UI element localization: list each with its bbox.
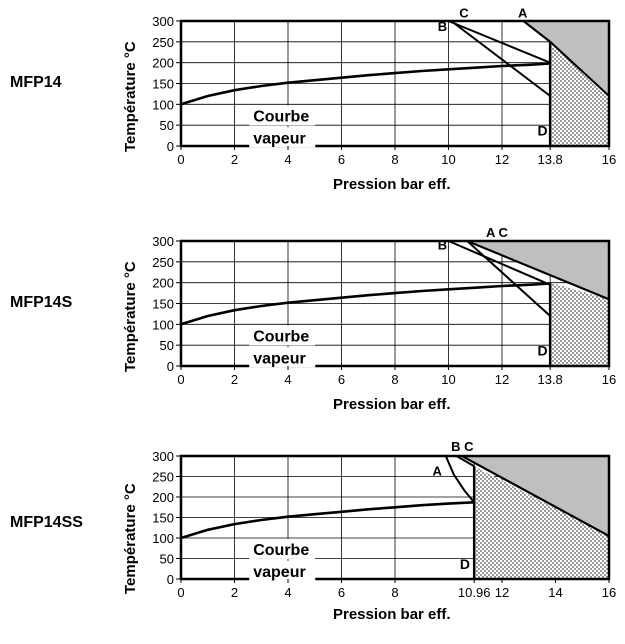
d-label: D	[537, 343, 547, 359]
steam-curve	[180, 501, 475, 540]
x-tick-label: 16	[602, 372, 616, 387]
y-tick-label: 300	[152, 234, 174, 249]
series-line	[450, 20, 551, 97]
model-label: MFP14	[10, 74, 62, 91]
x-tick-label: 10.96	[458, 585, 491, 600]
dotted-region	[474, 466, 609, 579]
curve-label-bg	[249, 127, 316, 148]
model-label: MFP14S	[10, 294, 73, 311]
curve-label: Courbe	[253, 328, 309, 345]
x-tick-label: 4	[284, 585, 291, 600]
dotted-region	[550, 282, 609, 366]
series-line	[522, 20, 551, 43]
series-line	[455, 455, 475, 468]
curve-label: vapeur	[253, 130, 305, 147]
y-tick-label: 250	[152, 255, 174, 270]
y-tick-label: 250	[152, 470, 174, 485]
y-tick-label: 300	[152, 14, 174, 29]
y-tick-label: 200	[152, 56, 174, 71]
x-tick-label: 4	[284, 152, 291, 167]
x-tick-label: 12	[495, 372, 509, 387]
series-label: C	[459, 6, 469, 21]
y-tick-label: 150	[152, 511, 174, 526]
x-tick-label: 6	[338, 372, 345, 387]
curve-label: Courbe	[253, 542, 309, 559]
x-axis-title: Pression bar eff.	[333, 396, 451, 413]
x-tick-label: 12	[495, 585, 509, 600]
curve-label: Courbe	[253, 108, 309, 125]
x-tick-label: 6	[338, 585, 345, 600]
series-label: B C	[451, 439, 474, 454]
dotted-region	[550, 41, 609, 146]
series-line	[466, 240, 610, 301]
d-label: D	[460, 556, 470, 572]
chart-panel-mfp14s: MFP14S Température °C A C B Courbe vapeur D 0…	[0, 220, 625, 430]
series-line	[444, 455, 475, 503]
y-tick-label: 0	[167, 359, 174, 374]
y-tick-label: 300	[152, 449, 174, 464]
x-tick-label: 8	[391, 585, 398, 600]
curve-label-bg	[249, 560, 316, 581]
y-tick-label: 150	[152, 297, 174, 312]
y-tick-label: 200	[152, 490, 174, 505]
chart-svg: A BC Courbe vapeur D 0 50 100 150 200 250 300 0 2 4 6 8 1…	[152, 6, 616, 167]
x-tick-label: 16	[602, 585, 616, 600]
y-tick-label: 250	[152, 35, 174, 50]
x-tick-label: 14	[548, 585, 562, 600]
x-tick-label: 13.8	[537, 372, 562, 387]
series-line	[448, 240, 551, 286]
y-tick-label: 50	[160, 118, 174, 133]
series-label: A	[432, 464, 442, 479]
x-tick-label: 10	[441, 152, 455, 167]
y-tick-label: 0	[167, 572, 174, 587]
x-tick-label: 0	[177, 372, 184, 387]
series-label: A	[518, 6, 528, 21]
x-tick-label: 4	[284, 372, 291, 387]
chart-svg: A C B Courbe vapeur D 0 50 100 150 200 250 300 0 2 4 6 8…	[152, 225, 616, 387]
steam-curve	[180, 62, 551, 106]
series-label: B	[438, 237, 447, 252]
curve-label-bg	[249, 538, 316, 559]
x-tick-label: 6	[338, 152, 345, 167]
curve-label-bg	[249, 347, 316, 368]
x-tick-label: 8	[391, 152, 398, 167]
series-label: B	[438, 19, 447, 34]
x-tick-label: 8	[391, 372, 398, 387]
chart-panel-mfp14: MFP14 Température °C A B C Courbe vapeur D 0 50…	[0, 0, 625, 210]
y-tick-label: 100	[152, 97, 174, 112]
x-tick-label: 10	[441, 372, 455, 387]
x-axis-title: Pression bar eff.	[333, 606, 451, 623]
curve-label-bg	[249, 325, 316, 346]
series-line	[466, 240, 551, 317]
series-label: A C	[486, 225, 509, 240]
model-label: MFP14SS	[10, 514, 83, 531]
steam-curve	[180, 282, 551, 326]
d-label: D	[537, 123, 547, 139]
curve-label-bg	[249, 105, 316, 126]
x-tick-label: 2	[231, 152, 238, 167]
x-tick-label: 0	[177, 152, 184, 167]
y-tick-label: 100	[152, 317, 174, 332]
y-tick-label: 50	[160, 338, 174, 353]
x-axis-title: Pression bar eff.	[333, 176, 451, 193]
series-line	[461, 455, 610, 537]
x-tick-label: 2	[231, 585, 238, 600]
y-tick-label: 50	[160, 552, 174, 567]
y-tick-label: 100	[152, 531, 174, 546]
x-tick-label: 16	[602, 152, 616, 167]
y-tick-label: 200	[152, 276, 174, 291]
curve-label: vapeur	[253, 564, 305, 581]
x-tick-label: 13.8	[537, 152, 562, 167]
x-tick-label: 2	[231, 372, 238, 387]
y-tick-label: 150	[152, 77, 174, 92]
curve-label: vapeur	[253, 350, 305, 367]
x-tick-label: 0	[177, 585, 184, 600]
chart-svg: A B C Courbe vapeur D 0 50 100 150 200 250 300 0 2 4 6 8…	[152, 439, 616, 600]
x-tick-label: 12	[495, 152, 509, 167]
y-tick-label: 0	[167, 139, 174, 154]
series-line	[448, 20, 551, 64]
